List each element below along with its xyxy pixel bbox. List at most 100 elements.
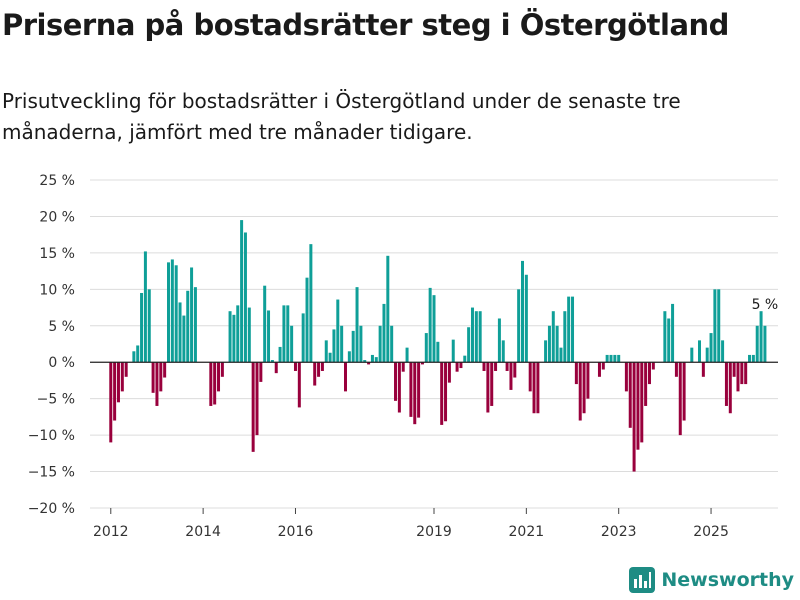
bar [190,267,194,363]
x-axis-ticks: 2012 2014 2016 2019 2021 2023 2025 [93,508,729,540]
y-tick-label: 5 % [48,319,75,335]
bar [155,362,159,406]
bar [440,362,444,425]
bar [417,362,421,418]
bar [328,352,332,363]
bar [363,360,367,363]
bar [709,333,713,363]
bar [567,296,571,363]
x-tick-label: 2014 [185,524,221,540]
bar [628,362,632,428]
y-tick-label: 25 % [39,173,75,189]
y-tick-label: −15 % [28,465,75,481]
x-tick-label: 2025 [693,524,729,540]
bar [547,325,551,363]
bar [490,362,494,406]
bar [413,362,417,425]
bar [424,333,428,363]
bar [574,362,578,385]
bar [293,362,297,371]
bar [390,325,394,363]
x-tick-label: 2021 [509,524,545,540]
bar [705,347,709,363]
y-tick-label: −20 % [28,501,75,517]
bar [124,362,128,377]
bar [759,311,763,363]
bar [213,362,217,405]
bar [617,354,621,363]
bar [336,299,340,363]
chart-subtitle: Prisutveckling för bostadsrätter i Öster… [2,89,681,144]
bar [140,292,144,363]
bar [401,362,405,372]
x-tick-label: 2023 [601,524,637,540]
bar [678,362,682,436]
bar [571,296,575,363]
bar [528,362,532,392]
bar [459,362,463,369]
bar [455,362,459,372]
bar [509,362,513,390]
bar [193,287,197,363]
bar [447,362,451,383]
bar [632,362,636,472]
bar [755,325,759,363]
bar [736,362,740,392]
bar [240,220,244,363]
bar [524,274,528,363]
bar [420,362,424,365]
bar [109,362,113,443]
bar [163,362,167,378]
bar [278,346,282,363]
brand-logo: Newsworthy [629,566,794,594]
bar [116,362,120,403]
bar [474,311,478,363]
bars [109,220,767,472]
bar [563,311,567,363]
bar [536,362,540,414]
x-tick-label: 2019 [416,524,452,540]
bar [513,362,517,378]
bar [601,362,605,370]
bar [463,355,467,363]
bar [247,307,251,363]
bar [220,362,224,377]
bar [582,362,586,414]
bar [255,362,259,436]
bar [505,362,509,371]
bar [232,314,236,363]
bar [263,285,267,363]
bar [436,341,440,363]
newsworthy-logo-icon [629,567,656,593]
y-tick-label: −5 % [37,392,75,408]
bar [274,362,278,374]
bar [209,362,213,406]
bar [332,329,336,363]
bar [236,305,240,363]
bar [494,362,498,371]
bar [370,354,374,363]
bar [132,351,136,363]
bar [397,362,401,413]
bar [428,287,432,363]
bar [470,307,474,363]
bar [717,289,721,363]
bar [120,362,124,392]
bar [640,362,644,443]
bar [378,325,382,363]
bar [386,255,390,363]
y-axis-ticks: 25 % 20 % 15 % 10 % 5 % 0 % −5 % −10 % −15 % −20 … [28,173,75,517]
y-tick-label: 15 % [39,246,75,262]
bar [713,289,717,363]
bar [174,265,178,363]
bar [682,362,686,421]
bar [182,315,186,363]
bar [305,277,309,363]
bar [732,362,736,377]
bar [409,362,413,417]
bar [701,362,705,377]
bar [394,362,398,401]
bar [290,325,294,363]
bar [751,354,755,363]
